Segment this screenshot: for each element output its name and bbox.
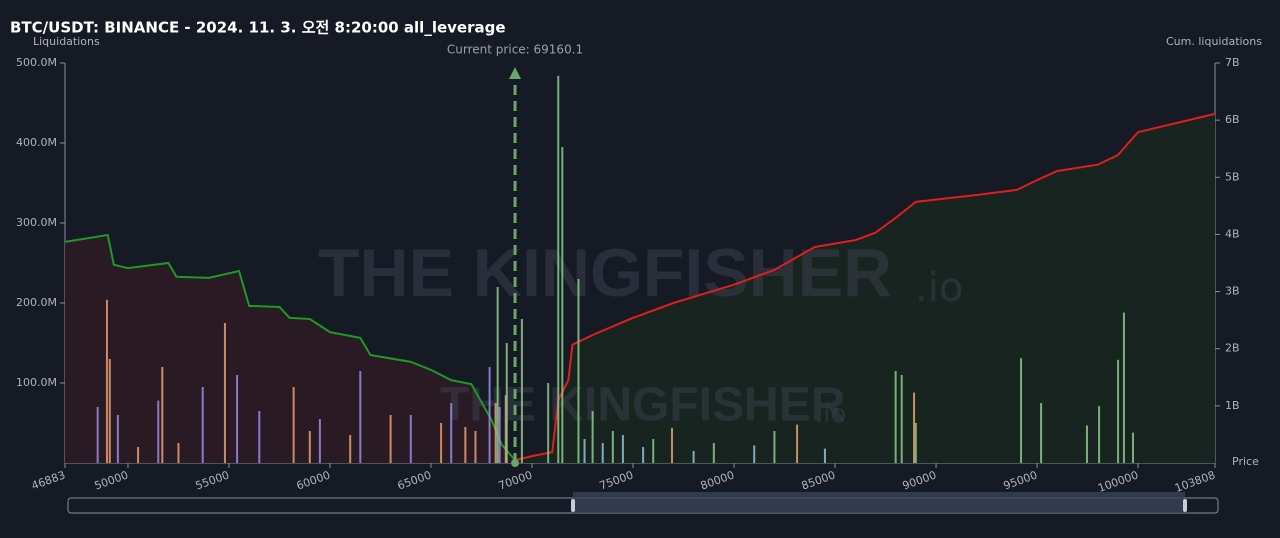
bar <box>236 375 239 463</box>
bar <box>505 343 508 463</box>
bar <box>223 323 226 463</box>
bar <box>389 415 392 463</box>
y-tick-label: 100.0M <box>16 376 57 389</box>
bar <box>498 407 501 463</box>
watermark-suffix: .io <box>915 265 963 311</box>
bar <box>577 279 580 463</box>
bar <box>1117 359 1120 463</box>
bar <box>177 443 180 463</box>
bar <box>1098 406 1101 463</box>
bar <box>642 447 645 463</box>
bar <box>712 443 715 463</box>
y-tick-label: 200.0M <box>16 296 57 309</box>
bar <box>914 423 917 463</box>
chart-title: BTC/USDT: BINANCE - 2024. 11. 3. 오전 8:20… <box>10 19 506 37</box>
area <box>515 113 1215 463</box>
bar <box>652 439 655 463</box>
bar <box>773 431 776 463</box>
y2-tick-label: 2B <box>1225 342 1240 355</box>
bar <box>504 395 507 463</box>
bar <box>292 387 295 463</box>
bar <box>557 75 560 464</box>
scrollbar-handle[interactable] <box>571 499 575 512</box>
bar <box>137 447 140 463</box>
bar <box>894 371 897 463</box>
current-price-arrow <box>509 67 522 79</box>
y2-tick-label: 7B <box>1225 56 1240 69</box>
scrollbar-handle[interactable] <box>1183 499 1187 512</box>
bar <box>601 443 604 463</box>
bar <box>520 319 523 463</box>
area <box>65 235 516 463</box>
bar <box>547 383 550 463</box>
y2-axis-label: Cum. liquidations <box>1166 35 1262 48</box>
scrollbar-window[interactable] <box>573 492 1185 513</box>
y-tick-label: 300.0M <box>16 216 57 229</box>
bar <box>349 435 352 463</box>
bar <box>96 407 99 463</box>
bar <box>583 439 586 463</box>
bar <box>464 427 467 463</box>
bar <box>494 403 497 463</box>
bar <box>692 451 695 463</box>
bar <box>496 287 499 463</box>
bar <box>796 424 799 463</box>
bar <box>474 431 477 463</box>
watermark: THE KINGFISHER <box>318 235 892 311</box>
bar <box>1132 432 1135 463</box>
y2-tick-label: 4B <box>1225 227 1240 240</box>
bar <box>258 411 261 463</box>
plot-back <box>64 63 1216 464</box>
x-axis-label: Price <box>1232 455 1259 468</box>
y2-tick-label: 3B <box>1225 285 1240 298</box>
bar <box>1122 312 1125 463</box>
bar <box>611 431 614 463</box>
bar <box>913 392 916 463</box>
bar <box>450 403 453 463</box>
bar <box>1040 403 1043 463</box>
bar <box>440 423 443 463</box>
line <box>64 233 516 461</box>
bar <box>823 448 826 463</box>
current-price-label: Current price: 69160.1 <box>447 43 583 57</box>
y-axis-label: Liquidations <box>33 35 100 48</box>
watermark-suffix: .io <box>815 400 846 430</box>
bar <box>308 431 311 463</box>
current-price-dot <box>511 459 520 467</box>
bar <box>105 299 108 463</box>
bar <box>671 427 674 463</box>
bar <box>1020 358 1023 463</box>
y2-tick-label: 6B <box>1225 113 1240 126</box>
bar <box>409 415 412 463</box>
bar <box>561 147 564 463</box>
bar <box>621 435 624 463</box>
y-tick-label: 400.0M <box>16 136 57 149</box>
bar <box>318 419 321 463</box>
y2-tick-label: 1B <box>1225 399 1240 412</box>
bar <box>359 371 362 463</box>
bar <box>161 367 164 463</box>
bar <box>591 411 594 463</box>
line <box>514 112 1216 462</box>
bar <box>116 415 119 463</box>
bar <box>108 359 111 463</box>
bar <box>900 375 903 463</box>
y-tick-label: 500.0M <box>16 56 57 69</box>
bar <box>201 387 204 463</box>
bar <box>157 400 160 463</box>
bar <box>488 367 491 463</box>
watermark: THE KINGFISHER <box>440 379 845 432</box>
bar <box>753 445 756 463</box>
bar <box>1085 425 1088 463</box>
y2-tick-label: 5B <box>1225 170 1240 183</box>
